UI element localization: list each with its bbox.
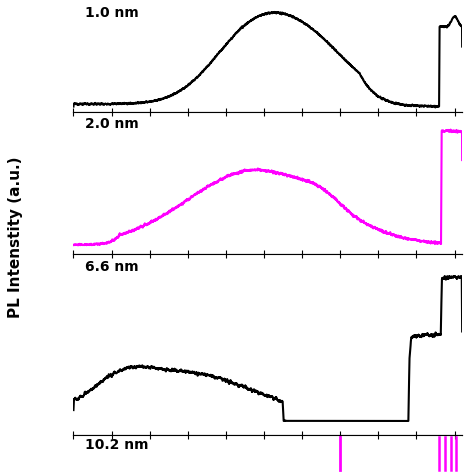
Text: 2.0 nm: 2.0 nm (85, 117, 139, 130)
Text: 1.0 nm: 1.0 nm (85, 6, 139, 19)
Text: PL Intenstity (a.u.): PL Intenstity (a.u.) (8, 156, 23, 318)
Text: 6.6 nm: 6.6 nm (85, 260, 139, 274)
Text: 10.2 nm: 10.2 nm (85, 438, 149, 452)
